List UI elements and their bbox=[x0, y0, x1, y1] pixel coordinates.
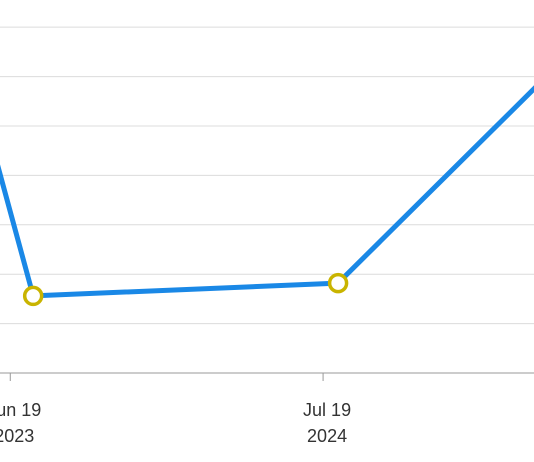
x-tick-label: 2023 bbox=[0, 426, 34, 446]
x-tick-label: Jul 19 bbox=[303, 400, 351, 420]
point-marker bbox=[327, 272, 349, 294]
point-marker bbox=[22, 285, 44, 307]
x-tick-label: Jun 19 bbox=[0, 400, 41, 420]
line bbox=[0, 85, 534, 299]
x-tick-label: 2024 bbox=[307, 426, 347, 446]
